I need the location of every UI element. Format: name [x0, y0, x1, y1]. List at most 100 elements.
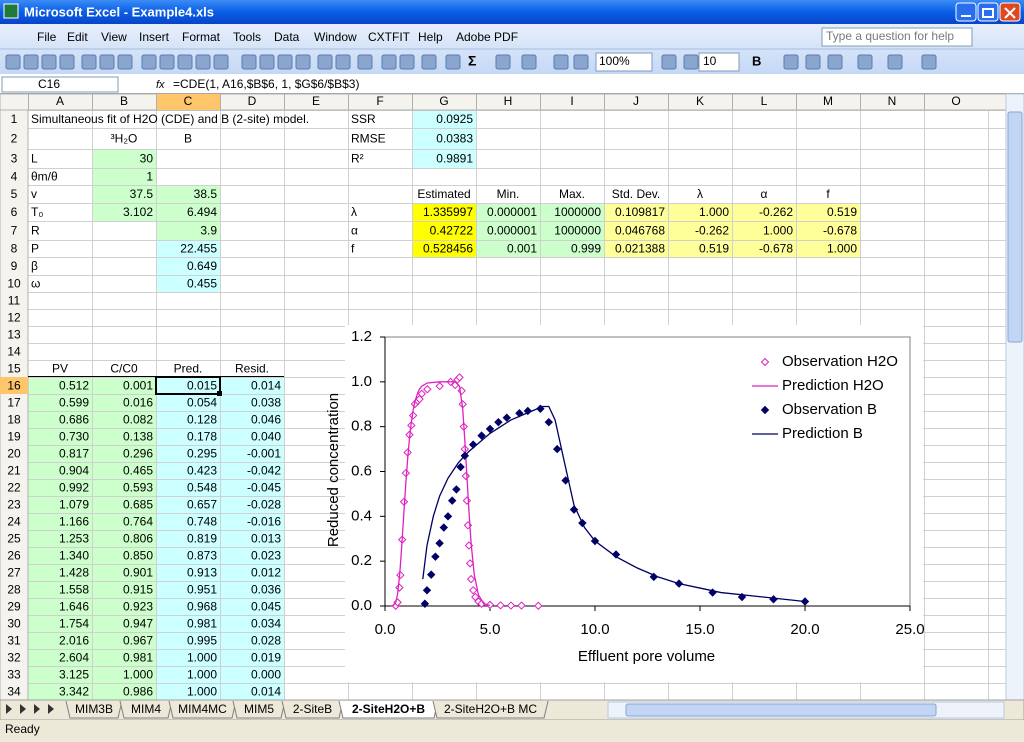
- cell-text[interactable]: 0.000001: [487, 224, 537, 238]
- cell-text[interactable]: R: [31, 224, 40, 238]
- cell-text[interactable]: 0.915: [123, 583, 153, 597]
- cell-text[interactable]: 0.685: [123, 498, 153, 512]
- row-header[interactable]: 28: [7, 583, 21, 597]
- autosum-button[interactable]: Σ: [468, 53, 476, 69]
- toolbar-button[interactable]: [81, 54, 97, 70]
- column-header[interactable]: G: [439, 94, 448, 108]
- row-header[interactable]: 12: [7, 311, 21, 325]
- cell-text[interactable]: 37.5: [130, 187, 154, 201]
- cell-text[interactable]: -0.042: [247, 464, 281, 478]
- cell-text[interactable]: 0.981: [187, 617, 217, 631]
- row-header[interactable]: 9: [11, 259, 18, 273]
- cell-text[interactable]: Estimated: [417, 187, 470, 201]
- cell-text[interactable]: 0.686: [59, 413, 89, 427]
- cell-text[interactable]: ³H₂O: [111, 132, 138, 146]
- toolbar-button[interactable]: [887, 54, 903, 70]
- cell-text[interactable]: 1.253: [59, 532, 89, 546]
- cell-text[interactable]: -0.678: [759, 242, 793, 256]
- sheet-tab-label[interactable]: 2-SiteH2O+B MC: [444, 702, 537, 716]
- row-header[interactable]: 23: [7, 498, 21, 512]
- toolbar-button[interactable]: [5, 54, 21, 70]
- column-header[interactable]: H: [504, 94, 513, 108]
- sheet-tab[interactable]: [432, 700, 549, 719]
- cell-text[interactable]: 0.295: [187, 447, 217, 461]
- cell-text[interactable]: 0.046768: [615, 224, 665, 238]
- cell-text[interactable]: 0.923: [123, 600, 153, 614]
- cell-text[interactable]: 3.102: [123, 205, 153, 219]
- cell-text[interactable]: λ: [351, 205, 357, 219]
- cell-text[interactable]: 0.904: [59, 464, 89, 478]
- toolbar-button[interactable]: [857, 54, 873, 70]
- cell-text[interactable]: 0.548: [187, 481, 217, 495]
- cell-text[interactable]: θm/θ: [31, 170, 58, 184]
- cell-text[interactable]: 1000000: [554, 205, 601, 219]
- cell-text[interactable]: 0.593: [123, 481, 153, 495]
- toolbar-button[interactable]: [921, 54, 937, 70]
- row-header[interactable]: 3: [11, 152, 18, 166]
- cell-text[interactable]: 0.015: [187, 379, 217, 393]
- cell-text[interactable]: 0.038: [251, 396, 281, 410]
- cell-text[interactable]: 0.0383: [436, 132, 473, 146]
- cell-text[interactable]: β: [31, 259, 38, 273]
- cell-text[interactable]: 0.034: [251, 617, 281, 631]
- row-header[interactable]: 13: [7, 328, 21, 342]
- cell-text[interactable]: λ: [697, 187, 703, 201]
- tab-scroll-button[interactable]: [6, 704, 12, 714]
- cell-text[interactable]: 0.178: [187, 430, 217, 444]
- restore-button[interactable]: [977, 2, 999, 22]
- cell-text[interactable]: 0.901: [123, 566, 153, 580]
- zoom-box[interactable]: [595, 52, 653, 72]
- toolbar-button[interactable]: [195, 54, 211, 70]
- cell-text[interactable]: R²: [351, 152, 364, 166]
- menu-item[interactable]: Tools: [233, 30, 261, 44]
- cell-text[interactable]: 1.000: [187, 668, 217, 682]
- cell-text[interactable]: 0.021388: [615, 242, 665, 256]
- cell-text[interactable]: f: [351, 242, 355, 256]
- sheet-tab[interactable]: [119, 700, 173, 719]
- sheet-tab-label[interactable]: MIM4: [131, 702, 161, 716]
- cell-text[interactable]: 0.764: [123, 515, 153, 529]
- cell-text[interactable]: 30: [140, 152, 154, 166]
- cell-text[interactable]: 0.649: [187, 259, 217, 273]
- cell-text[interactable]: 0.138: [123, 430, 153, 444]
- cell-text[interactable]: 22.455: [180, 242, 217, 256]
- cell-text[interactable]: 1.000: [763, 224, 793, 238]
- cell-text[interactable]: C/C0: [110, 362, 138, 376]
- cell-text[interactable]: 2.016: [59, 634, 89, 648]
- cell-text[interactable]: 6.494: [187, 205, 217, 219]
- row-header[interactable]: 14: [7, 345, 21, 359]
- menu-item[interactable]: Window: [314, 30, 357, 44]
- cell-text[interactable]: f: [826, 187, 830, 201]
- toolbar-button[interactable]: [241, 54, 257, 70]
- tab-scroll-button[interactable]: [34, 704, 40, 714]
- cell-text[interactable]: 0.054: [187, 396, 217, 410]
- cell-text[interactable]: 0.913: [187, 566, 217, 580]
- cell-text[interactable]: -0.028: [247, 498, 281, 512]
- cell-text[interactable]: 0.014: [251, 685, 281, 699]
- cell-text[interactable]: 0.599: [59, 396, 89, 410]
- cell-text[interactable]: 0.013: [251, 532, 281, 546]
- row-header[interactable]: 26: [7, 549, 21, 563]
- row-header[interactable]: 32: [7, 651, 21, 665]
- column-header[interactable]: D: [248, 94, 257, 108]
- sheet-tab-label[interactable]: MIM4MC: [178, 702, 227, 716]
- cell-text[interactable]: 1.428: [59, 566, 89, 580]
- cell-text[interactable]: Pred.: [174, 362, 203, 376]
- cell-text[interactable]: 1.646: [59, 600, 89, 614]
- cell-text[interactable]: 0.947: [123, 617, 153, 631]
- cell-text[interactable]: SSR: [351, 112, 376, 126]
- column-header[interactable]: N: [888, 94, 897, 108]
- toolbar-button[interactable]: [827, 54, 843, 70]
- cell-text[interactable]: 0.995: [187, 634, 217, 648]
- column-header[interactable]: B: [120, 94, 128, 108]
- cell-text[interactable]: 1.000: [187, 651, 217, 665]
- cell-text[interactable]: Resid.: [235, 362, 269, 376]
- toolbar-button[interactable]: [421, 54, 437, 70]
- cell-text[interactable]: 0.016: [123, 396, 153, 410]
- toolbar-button[interactable]: [805, 54, 821, 70]
- cell-text[interactable]: 0.423: [187, 464, 217, 478]
- cell-text[interactable]: 1: [146, 170, 153, 184]
- cell-text[interactable]: 0.0925: [436, 112, 473, 126]
- menu-item[interactable]: Insert: [139, 30, 170, 44]
- sheet-tab-label[interactable]: 2-SiteB: [293, 702, 332, 716]
